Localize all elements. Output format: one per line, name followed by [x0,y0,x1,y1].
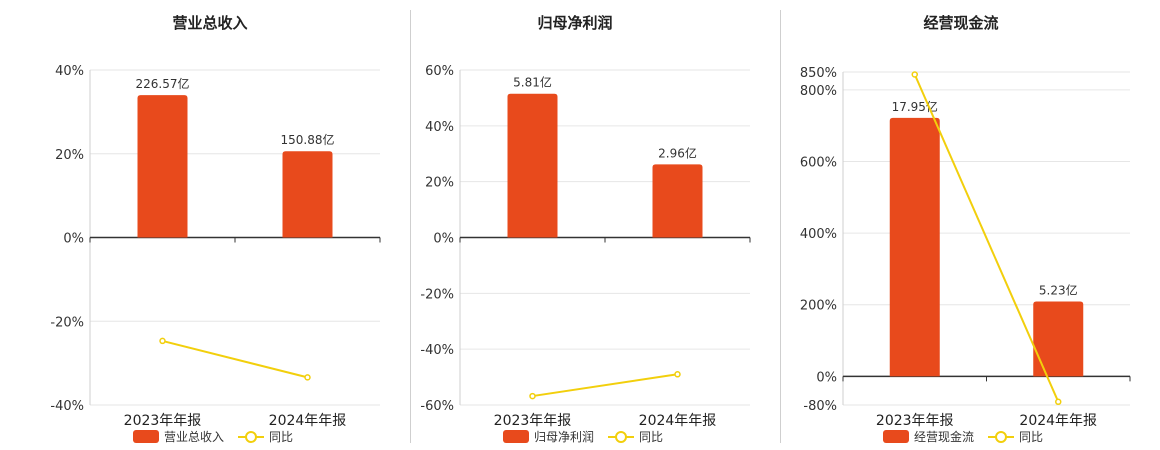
yoy-point [304,374,311,381]
x-category-label: 2023年年报 [124,413,202,429]
y-tick-label: 200% [800,299,837,314]
panel-divider [780,10,781,443]
y-tick-label: 40% [425,120,454,135]
yoy-point [159,337,166,345]
y-tick-label: -20% [50,315,84,330]
y-tick-label: -60% [420,399,454,414]
x-category-label: 2024年年报 [1019,413,1097,429]
bar-value-label: 5.23亿 [1039,283,1078,298]
yoy-point [911,71,918,78]
legend-line-label: 同比 [1019,429,1044,444]
bar [137,95,188,238]
legend-bar-swatch [503,429,529,443]
x-category-label: 2024年年报 [269,413,347,429]
legend-bar-label: 经营现金流 [914,429,975,444]
y-tick-label: 0% [816,370,837,385]
legend-revenue[interactable]: 营业总收入 同比 [133,427,293,445]
bar [652,164,703,238]
bar [282,151,333,238]
x-category-label: 2023年年报 [876,413,954,429]
legend-bar-swatch [883,429,909,443]
chart-title-revenue: 营业总收入 [172,14,248,32]
yoy-line [532,373,678,398]
yoy-line [162,339,308,379]
y-tick-label: 400% [800,227,837,242]
y-tick-label: 600% [800,156,837,171]
legend-bar-label: 营业总收入 [164,429,225,444]
legend-line-swatch [988,430,1015,443]
y-tick-label: 40% [55,64,84,79]
bar-value-label: 2.96亿 [658,145,697,160]
bar-value-label: 226.57亿 [136,76,190,91]
yoy-line [913,74,1060,403]
bar [507,93,558,238]
y-tick-label: 0% [433,232,454,247]
legend-cashflow[interactable]: 经营现金流 同比 [883,427,1043,445]
legend-line-swatch [608,430,635,443]
legend-bar-label: 归母净利润 [534,429,595,444]
panel-divider [410,10,411,443]
legend-line-label: 同比 [639,429,664,444]
y-tick-label: 20% [425,176,454,191]
y-tick-label: 20% [55,148,84,163]
x-category-label: 2024年年报 [639,413,717,429]
y-tick-label: -40% [420,343,454,358]
bar-value-label: 5.81亿 [513,75,552,90]
legend-line-swatch [238,430,265,443]
y-tick-label: 60% [425,64,454,79]
y-tick-label: 800% [800,84,837,99]
x-category-label: 2023年年报 [494,413,572,429]
chart-title-net-profit: 归母净利润 [537,14,613,32]
yoy-point [1055,398,1062,406]
y-tick-label: 0% [63,232,84,247]
y-tick-label: -80% [803,399,837,414]
y-tick-label: -20% [420,287,454,302]
bar-value-label: 150.88亿 [281,132,335,147]
y-tick-label: -40% [50,399,84,414]
y-tick-label: 850% [800,66,837,81]
bar [889,117,940,377]
bar [1033,301,1084,377]
legend-bar-swatch [133,429,159,443]
legend-net-profit[interactable]: 归母净利润 同比 [503,427,663,445]
legend-line-label: 同比 [269,429,294,444]
yoy-point [529,392,536,400]
chart-title-cashflow: 经营现金流 [923,14,999,32]
yoy-point [674,371,681,378]
